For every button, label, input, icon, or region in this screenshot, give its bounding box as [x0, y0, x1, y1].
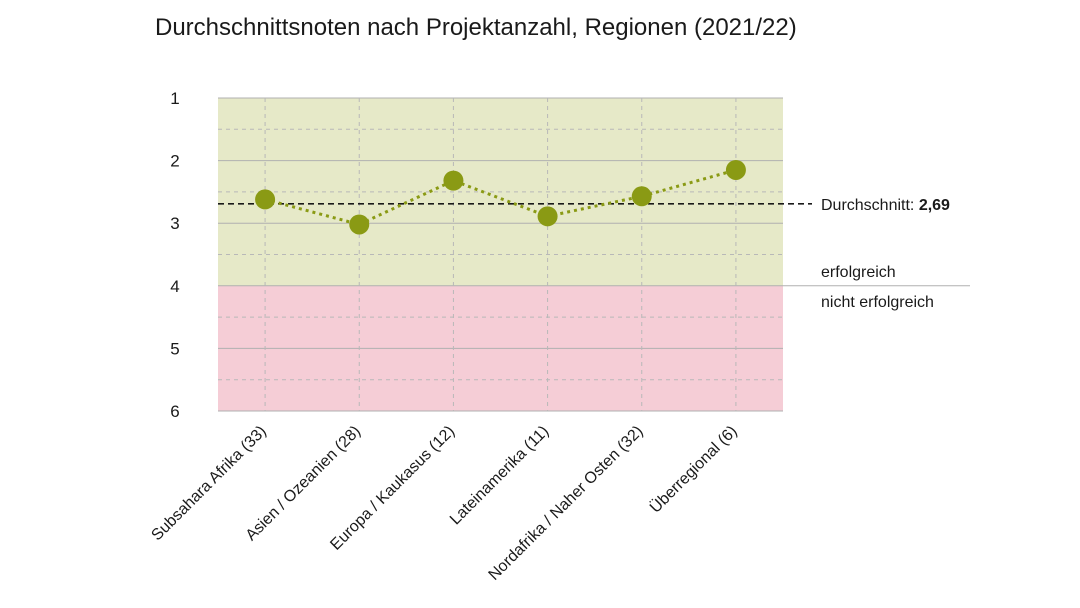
y-tick-label: 2: [170, 152, 179, 171]
data-point: [349, 214, 370, 235]
y-tick-label: 1: [170, 89, 179, 108]
x-tick-label: Nordafrika / Naher Osten (32): [486, 423, 647, 584]
fail-label: nicht erfolgreich: [821, 294, 934, 311]
data-point: [725, 159, 746, 180]
x-tick-label: Überregional (6): [646, 422, 740, 516]
y-tick-label: 6: [170, 402, 179, 421]
series-line: [264, 168, 737, 227]
average-layer: Durchschnitt: 2,69: [218, 197, 950, 214]
data-point: [537, 206, 558, 227]
data-point: [255, 189, 276, 210]
chart-title: Durchschnittsnoten nach Projektanzahl, R…: [155, 14, 797, 41]
average-label: Durchschnitt: 2,69: [821, 197, 950, 214]
data-point: [443, 170, 464, 191]
x-tick-label: Lateinamerika (11): [447, 423, 553, 529]
average-value: 2,69: [919, 197, 950, 214]
side-labels: erfolgreich nicht erfolgreich: [821, 264, 934, 311]
success-label: erfolgreich: [821, 264, 896, 281]
x-axis: Subsahara Afrika (33)Asien / Ozeanien (2…: [148, 422, 740, 584]
y-tick-label: 5: [170, 339, 179, 358]
y-tick-label: 4: [170, 277, 179, 296]
grid-layer: [218, 97, 970, 412]
average-label-text: Durchschnitt:: [821, 197, 919, 214]
y-tick-label: 3: [170, 214, 179, 233]
data-point: [631, 186, 652, 207]
series-layer: [255, 159, 746, 235]
y-axis: 1 2 3 4 5 6: [170, 89, 179, 421]
